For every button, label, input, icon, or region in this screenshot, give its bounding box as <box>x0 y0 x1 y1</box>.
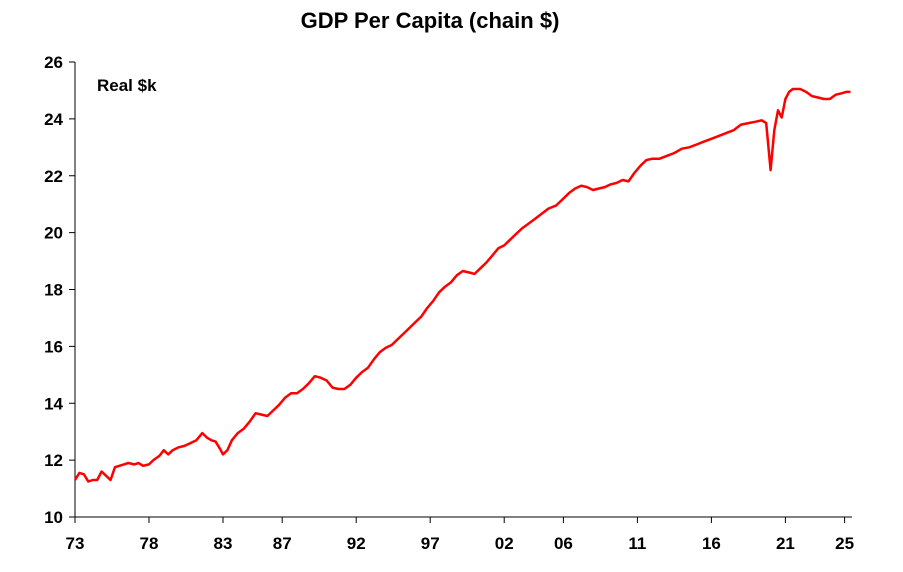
x-tick-label: 87 <box>273 534 292 553</box>
x-tick-label: 83 <box>214 534 233 553</box>
y-axis: 10 12 14 16 18 20 22 24 26 <box>44 53 76 527</box>
x-tick-label: 73 <box>66 534 85 553</box>
y-tick-label: 16 <box>44 337 63 356</box>
x-axis: 73 78 83 87 92 97 02 06 11 16 21 25 <box>66 516 854 553</box>
y-tick-label: 12 <box>44 451 63 470</box>
gdp-per-capita-line <box>73 87 851 483</box>
x-tick-label: 06 <box>554 534 573 553</box>
y-tick-label: 14 <box>44 394 63 413</box>
y-tick-label: 10 <box>44 508 63 527</box>
y-tick-label: 24 <box>44 110 63 129</box>
x-tick-label: 78 <box>140 534 159 553</box>
y-tick-label: 22 <box>44 167 63 186</box>
x-tick-label: 92 <box>347 534 366 553</box>
x-tick-label: 02 <box>495 534 514 553</box>
x-tick-label: 16 <box>702 534 721 553</box>
y-tick-label: 20 <box>44 224 63 243</box>
unit-label: Real $k <box>97 76 157 95</box>
x-tick-label: 25 <box>835 534 854 553</box>
chart-title: GDP Per Capita (chain $) <box>300 8 560 33</box>
x-tick-label: 97 <box>421 534 440 553</box>
x-tick-label: 11 <box>628 534 646 553</box>
y-tick-label: 26 <box>44 53 63 72</box>
x-tick-label: 21 <box>776 534 795 553</box>
y-tick-label: 18 <box>44 281 63 300</box>
